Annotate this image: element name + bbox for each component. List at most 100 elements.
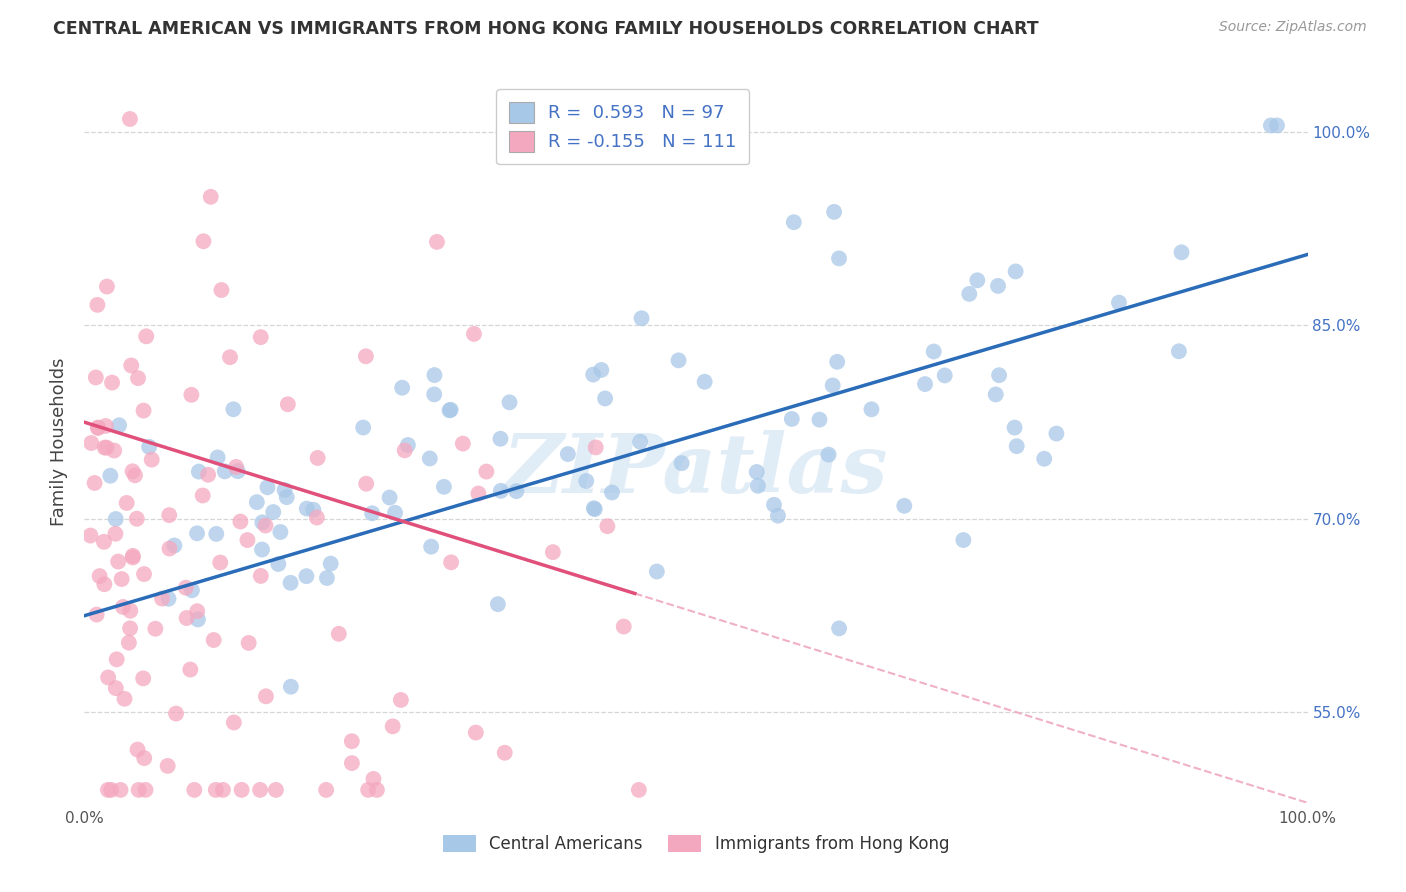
Point	[231, 783, 253, 797]
Point	[860, 402, 883, 417]
Point	[120, 604, 142, 618]
Point	[451, 436, 474, 450]
Point	[396, 438, 419, 452]
Point	[591, 363, 613, 377]
Point	[186, 526, 208, 541]
Point	[249, 569, 271, 583]
Point	[89, 569, 111, 583]
Point	[340, 756, 363, 770]
Point	[593, 392, 616, 406]
Point	[475, 465, 498, 479]
Point	[627, 783, 650, 797]
Point	[104, 681, 127, 695]
Point	[463, 326, 485, 341]
Point	[780, 412, 803, 426]
Point	[83, 475, 105, 490]
Point	[316, 571, 339, 585]
Point	[583, 502, 606, 516]
Point	[340, 734, 363, 748]
Point	[108, 418, 131, 433]
Point	[988, 368, 1011, 383]
Point	[205, 527, 228, 541]
Point	[934, 368, 956, 383]
Point	[328, 627, 350, 641]
Point	[302, 502, 325, 516]
Point	[80, 436, 103, 450]
Point	[222, 402, 245, 417]
Point	[498, 395, 520, 409]
Point	[202, 633, 225, 648]
Point	[828, 252, 851, 266]
Point	[209, 283, 232, 297]
Point	[180, 388, 202, 402]
Point	[319, 557, 342, 571]
Point	[352, 420, 374, 434]
Point	[214, 464, 236, 478]
Point	[87, 420, 110, 434]
Point	[823, 205, 845, 219]
Point	[128, 783, 150, 797]
Point	[267, 557, 290, 571]
Point	[249, 783, 271, 797]
Point	[763, 498, 786, 512]
Point	[596, 519, 619, 533]
Point	[575, 474, 598, 488]
Point	[157, 508, 180, 522]
Point	[557, 447, 579, 461]
Point	[204, 783, 226, 797]
Point	[176, 611, 198, 625]
Point	[183, 783, 205, 797]
Point	[357, 783, 380, 797]
Point	[193, 234, 215, 248]
Point	[127, 371, 149, 385]
Point	[419, 451, 441, 466]
Point	[134, 783, 156, 797]
Point	[104, 526, 127, 541]
Point	[163, 539, 186, 553]
Point	[505, 484, 527, 499]
Text: Source: ZipAtlas.com: Source: ZipAtlas.com	[1219, 20, 1367, 34]
Point	[808, 412, 831, 426]
Point	[254, 690, 277, 704]
Point	[93, 534, 115, 549]
Point	[630, 311, 652, 326]
Point	[98, 468, 121, 483]
Point	[467, 486, 489, 500]
Point	[423, 368, 446, 382]
Point	[174, 581, 197, 595]
Point	[1033, 451, 1056, 466]
Point	[191, 488, 214, 502]
Point	[1265, 119, 1288, 133]
Point	[157, 591, 180, 606]
Point	[1004, 264, 1026, 278]
Point	[645, 565, 668, 579]
Point	[671, 456, 693, 470]
Point	[197, 467, 219, 482]
Point	[1108, 295, 1130, 310]
Point	[120, 621, 142, 635]
Point	[384, 506, 406, 520]
Point	[96, 441, 118, 455]
Point	[121, 464, 143, 478]
Point	[238, 636, 260, 650]
Point	[957, 286, 980, 301]
Point	[582, 368, 605, 382]
Point	[87, 421, 110, 435]
Point	[125, 512, 148, 526]
Point	[254, 518, 277, 533]
Text: ZIPatlas: ZIPatlas	[503, 431, 889, 510]
Point	[582, 501, 605, 516]
Point	[256, 480, 278, 494]
Point	[295, 569, 318, 583]
Point	[104, 512, 127, 526]
Point	[966, 273, 988, 287]
Point	[132, 403, 155, 417]
Text: CENTRAL AMERICAN VS IMMIGRANTS FROM HONG KONG FAMILY HOUSEHOLDS CORRELATION CHAR: CENTRAL AMERICAN VS IMMIGRANTS FROM HONG…	[53, 20, 1039, 37]
Point	[246, 495, 269, 509]
Point	[262, 505, 284, 519]
Point	[1045, 426, 1067, 441]
Point	[668, 353, 690, 368]
Point	[105, 652, 128, 666]
Point	[86, 298, 108, 312]
Point	[115, 496, 138, 510]
